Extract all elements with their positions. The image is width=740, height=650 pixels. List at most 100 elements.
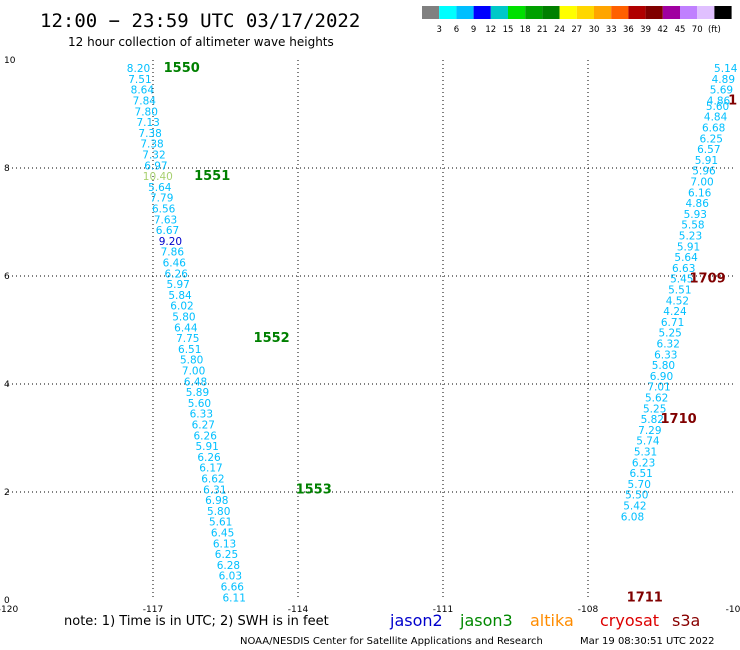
- color-legend: 3 6 9 12 15 18 21 24 27 30 33 36 39 42 45 70 (ft): [422, 6, 732, 35]
- y-tick-label: 2: [4, 488, 10, 498]
- swh-point: 6.63: [672, 263, 695, 275]
- swh-point: 5.31: [634, 447, 657, 459]
- swh-point: 6.98: [205, 495, 228, 507]
- swh-point: 5.80: [207, 506, 230, 518]
- footer-note: note: 1) Time is in UTC; 2) SWH is in fe…: [64, 614, 329, 629]
- swh-point: 7.84: [133, 96, 157, 108]
- legend-swatch: [611, 6, 629, 19]
- swh-point: 6.90: [650, 371, 673, 383]
- swh-point: 4.89: [712, 74, 735, 86]
- swh-point: 6.56: [152, 204, 176, 216]
- satellite-name: jason2: [389, 611, 443, 630]
- swh-point: 6.11: [223, 592, 246, 604]
- axis-ticks: -120 -117 -114 -111 -108 -10 0 2 4 6 8 10: [0, 56, 740, 615]
- swh-point: 4.86: [707, 96, 731, 108]
- time-label: 1552: [254, 331, 290, 346]
- swh-point: 6.17: [199, 463, 222, 475]
- legend-label: 45: [675, 25, 686, 35]
- swh-point: 6.97: [144, 160, 167, 172]
- legend-label: 24: [554, 25, 565, 35]
- swh-point: 5.91: [195, 441, 218, 453]
- swh-point: 5.80: [652, 360, 675, 372]
- swh-point: 6.26: [197, 452, 221, 464]
- swh-point: 6.25: [700, 133, 723, 145]
- swh-point: 5.23: [679, 231, 702, 243]
- legend-label: 3: [436, 25, 441, 35]
- swh-point: 6.57: [697, 144, 720, 156]
- legend-label: 6: [454, 25, 459, 35]
- swh-point: 5.70: [628, 479, 651, 491]
- swh-point: 5.91: [677, 241, 700, 253]
- swh-point: 6.03: [219, 571, 242, 583]
- swh-point: 5.25: [643, 403, 666, 415]
- legend-swatch: [628, 6, 646, 19]
- legend-swatch: [559, 6, 577, 19]
- swh-point: 6.27: [192, 420, 215, 432]
- time-label: 1709: [690, 272, 726, 287]
- swh-point: 6.68: [702, 123, 725, 135]
- swh-point: 5.62: [645, 393, 668, 405]
- legend-label: 30: [589, 25, 600, 35]
- legend-swatch: [576, 6, 594, 19]
- swh-point: 6.71: [661, 317, 684, 329]
- swh-point: 7.86: [161, 247, 185, 259]
- legend-label: 36: [623, 25, 634, 35]
- time-label: 1711: [627, 590, 663, 605]
- swh-point: 6.44: [174, 322, 198, 334]
- swh-point: 5.80: [180, 355, 203, 367]
- satellite-legend: jason2 jason3 altika cryosat s3a: [389, 611, 700, 630]
- legend-label: 27: [571, 25, 582, 35]
- swh-point: 6.32: [657, 339, 680, 351]
- swh-point: 5.60: [188, 398, 211, 410]
- legend-swatch: [490, 6, 508, 19]
- swh-point: 7.00: [690, 177, 713, 189]
- swh-point: 5.64: [674, 252, 698, 264]
- chart-subtitle: 12 hour collection of altimeter wave hei…: [68, 35, 334, 49]
- swh-point: 5.42: [623, 501, 646, 513]
- time-label: 1710: [661, 412, 697, 427]
- y-tick-label: 8: [4, 164, 10, 174]
- swh-point: 6.28: [217, 560, 240, 572]
- legend-label: 42: [657, 25, 668, 35]
- swh-point: 5.74: [636, 436, 660, 448]
- swh-point: 6.23: [632, 457, 655, 469]
- legend-swatch: [525, 6, 543, 19]
- legend-swatch: [680, 6, 698, 19]
- legend-label: 39: [640, 25, 651, 35]
- legend-swatch: [473, 6, 491, 19]
- swh-point: 7.01: [647, 382, 670, 394]
- chart-title: 12:00 − 23:59 UTC 03/17/2022: [40, 10, 360, 32]
- legend-swatch: [594, 6, 612, 19]
- swh-point: 7.51: [128, 74, 151, 86]
- x-tick-label: -111: [433, 605, 453, 615]
- legend-swatch: [542, 6, 560, 19]
- satellite-name: altika: [530, 611, 574, 630]
- legend-label: 15: [503, 25, 514, 35]
- legend-label: 33: [606, 25, 617, 35]
- swh-point: 6.33: [654, 349, 677, 361]
- swh-point: 6.16: [688, 187, 712, 199]
- swh-point: 6.08: [621, 511, 644, 523]
- swh-point: 5.82: [641, 414, 664, 426]
- swh-point: 5.60: [706, 101, 729, 113]
- swh-point: 5.69: [710, 85, 733, 97]
- wave-height-points: 8.207.518.647.847.807.137.387.387.326.97…: [127, 63, 738, 604]
- x-tick-label: -108: [578, 605, 599, 615]
- swh-point: 5.91: [695, 155, 718, 167]
- swh-point: 7.80: [135, 106, 158, 118]
- satellite-name: s3a: [672, 611, 700, 630]
- swh-point: 5.64: [148, 182, 172, 194]
- swh-point: 4.84: [704, 112, 728, 124]
- legend-swatch: [456, 6, 474, 19]
- swh-point: 6.48: [184, 376, 207, 388]
- swh-point: 5.58: [681, 220, 704, 232]
- swh-point: 7.38: [140, 139, 163, 151]
- swh-point: 6.31: [203, 484, 226, 496]
- swh-point: 5.45: [670, 274, 693, 286]
- swh-point: 6.33: [190, 409, 213, 421]
- legend-swatch: [508, 6, 526, 19]
- swh-point: 5.96: [692, 166, 716, 178]
- footer-credit: NOAA/NESDIS Center for Satellite Applica…: [240, 636, 543, 647]
- swh-point: 6.67: [156, 225, 179, 237]
